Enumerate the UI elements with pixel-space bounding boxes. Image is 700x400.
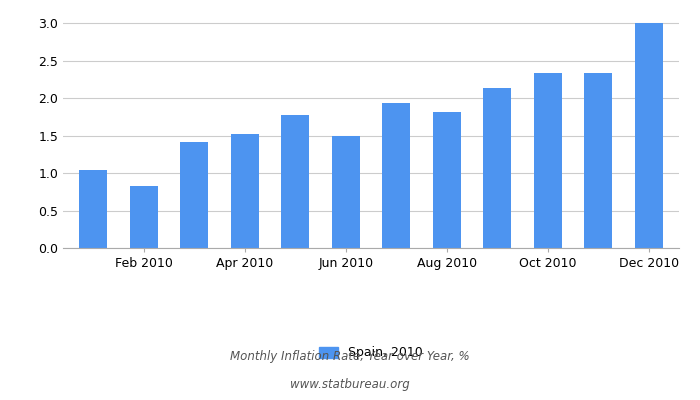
- Bar: [433, 112, 461, 248]
- Text: www.statbureau.org: www.statbureau.org: [290, 378, 410, 391]
- Legend: Spain, 2010: Spain, 2010: [314, 342, 428, 364]
- Bar: [79, 170, 107, 248]
- Text: Monthly Inflation Rate, Year over Year, %: Monthly Inflation Rate, Year over Year, …: [230, 350, 470, 363]
- Bar: [534, 74, 561, 248]
- Bar: [181, 142, 208, 248]
- Bar: [382, 104, 410, 248]
- Bar: [483, 88, 511, 248]
- Bar: [584, 74, 612, 248]
- Bar: [231, 134, 259, 248]
- Bar: [332, 136, 360, 248]
- Bar: [635, 23, 663, 248]
- Bar: [130, 186, 158, 248]
- Bar: [281, 115, 309, 248]
